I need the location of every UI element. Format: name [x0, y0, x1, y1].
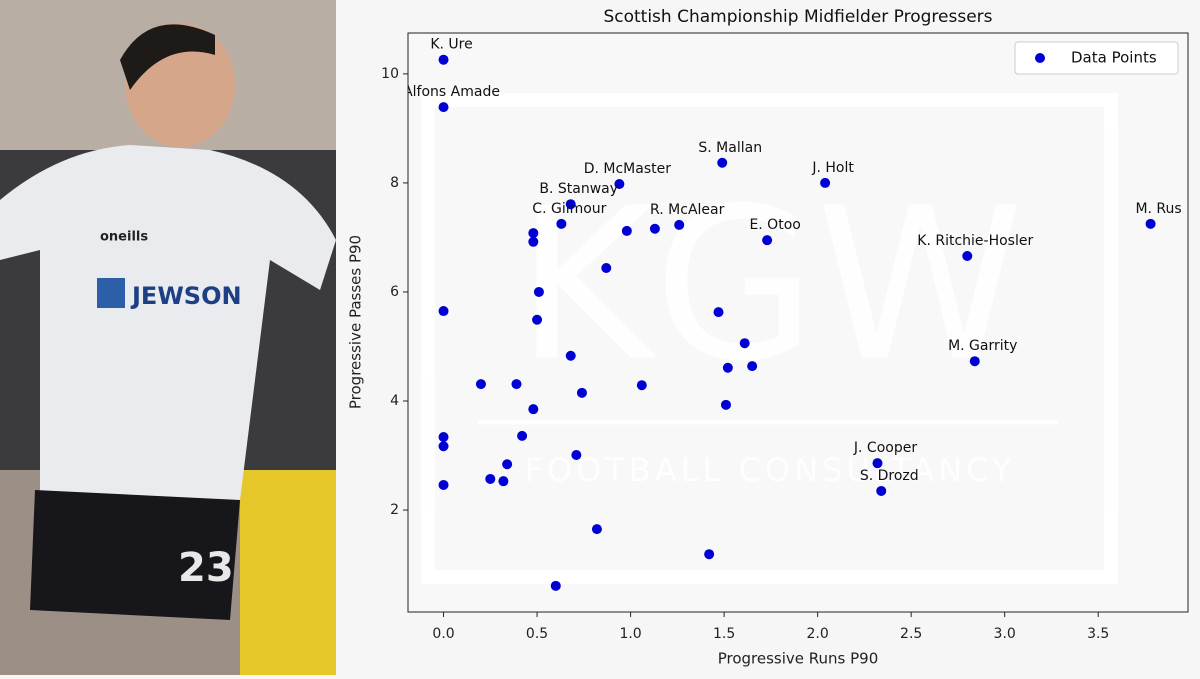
- data-point: [704, 549, 715, 560]
- point-label: S. Mallan: [698, 140, 762, 156]
- x-axis-label: Progressive Runs P90: [718, 650, 879, 668]
- data-point: [722, 362, 733, 373]
- data-point: [528, 404, 539, 415]
- data-point: [533, 286, 544, 297]
- x-tick-label: 2.0: [807, 626, 829, 642]
- data-point: [762, 235, 773, 246]
- data-point: [502, 459, 513, 470]
- data-point: [565, 199, 576, 210]
- data-point: [438, 431, 449, 442]
- data-point: [565, 350, 576, 361]
- plot-area: K. Ure Alfons Amade S. Mallan D. McMaster J.…: [403, 37, 1182, 591]
- data-point: [438, 441, 449, 452]
- data-point: [485, 473, 496, 484]
- point-label: K. Ure: [430, 37, 472, 53]
- data-point: [498, 476, 509, 487]
- data-point: [576, 387, 587, 398]
- brand-text: oneills: [100, 230, 148, 245]
- data-point: [528, 228, 539, 239]
- point-label: S. Drozd: [860, 468, 919, 484]
- data-point: [636, 380, 647, 391]
- y-tick-label: 10: [381, 66, 399, 82]
- legend-marker: [1035, 53, 1045, 63]
- legend-frame: [1014, 41, 1179, 75]
- point-label: J. Cooper: [853, 440, 917, 456]
- data-point: [674, 219, 685, 230]
- data-point: [713, 307, 724, 318]
- data-point: [438, 102, 449, 113]
- point-label: B. Stanway: [539, 181, 618, 197]
- data-point: [556, 218, 567, 229]
- point-label: M. Garrity: [948, 338, 1017, 354]
- point-label: M. Rus: [1135, 201, 1181, 217]
- point-label: D. McMaster: [584, 161, 672, 177]
- data-point: [649, 223, 660, 234]
- x-tick-label: 1.0: [619, 626, 641, 642]
- watermark: KGW FOOTBALL CONSULTANCY: [421, 93, 1118, 584]
- photo: oneills JEWSON 23: [0, 0, 336, 675]
- data-point: [876, 485, 887, 496]
- legend: Data Points: [1014, 41, 1179, 75]
- y-tick-label: 8: [390, 175, 399, 191]
- x-tick-label: 0.5: [526, 626, 548, 642]
- data-point: [820, 177, 831, 188]
- data-point: [571, 449, 582, 460]
- legend-label: Data Points: [1071, 49, 1157, 67]
- data-point: [601, 262, 612, 273]
- data-point: [720, 399, 731, 410]
- y-tick-label: 6: [390, 284, 399, 300]
- x-tick-label: 1.5: [713, 626, 735, 642]
- data-point: [475, 379, 486, 390]
- x-tick-label: 2.5: [900, 626, 922, 642]
- point-label: K. Ritchie-Hosler: [917, 233, 1033, 249]
- data-point: [550, 580, 561, 591]
- x-tick-label: 0.0: [432, 626, 454, 642]
- data-point: [621, 225, 632, 236]
- data-point: [1145, 218, 1156, 229]
- data-point: [739, 338, 750, 349]
- data-point: [528, 236, 539, 247]
- watermark-tagline: FOOTBALL CONSULTANCY: [525, 451, 1016, 489]
- data-point: [532, 314, 543, 325]
- data-point: [438, 54, 449, 65]
- sponsor-text: JEWSON: [130, 282, 242, 310]
- data-point: [747, 361, 758, 372]
- data-point: [872, 458, 883, 469]
- shirt-number: 23: [178, 545, 234, 591]
- point-label: Alfons Amade: [403, 84, 500, 100]
- data-point: [614, 179, 625, 190]
- watermark-logo: KGW: [516, 163, 1024, 408]
- x-tick-label: 3.0: [994, 626, 1016, 642]
- data-point: [591, 524, 602, 535]
- x-tick-label: 3.5: [1087, 626, 1109, 642]
- point-label: E. Otoo: [749, 217, 800, 233]
- point-label: R. McAlear: [650, 202, 725, 218]
- chart-title: Scottish Championship Midfielder Progres…: [603, 7, 992, 27]
- data-point: [511, 379, 522, 390]
- data-point: [517, 430, 528, 441]
- data-point: [969, 356, 980, 367]
- point-label: C. Gilmour: [532, 201, 606, 217]
- data-point: [438, 479, 449, 490]
- point-label: J. Holt: [811, 160, 854, 176]
- data-point: [438, 306, 449, 317]
- y-tick-label: 2: [390, 502, 399, 518]
- data-point: [962, 250, 973, 261]
- y-axis-label: Progressive Passes P90: [347, 235, 365, 409]
- data-point: [717, 157, 728, 168]
- y-tick-label: 4: [390, 393, 399, 409]
